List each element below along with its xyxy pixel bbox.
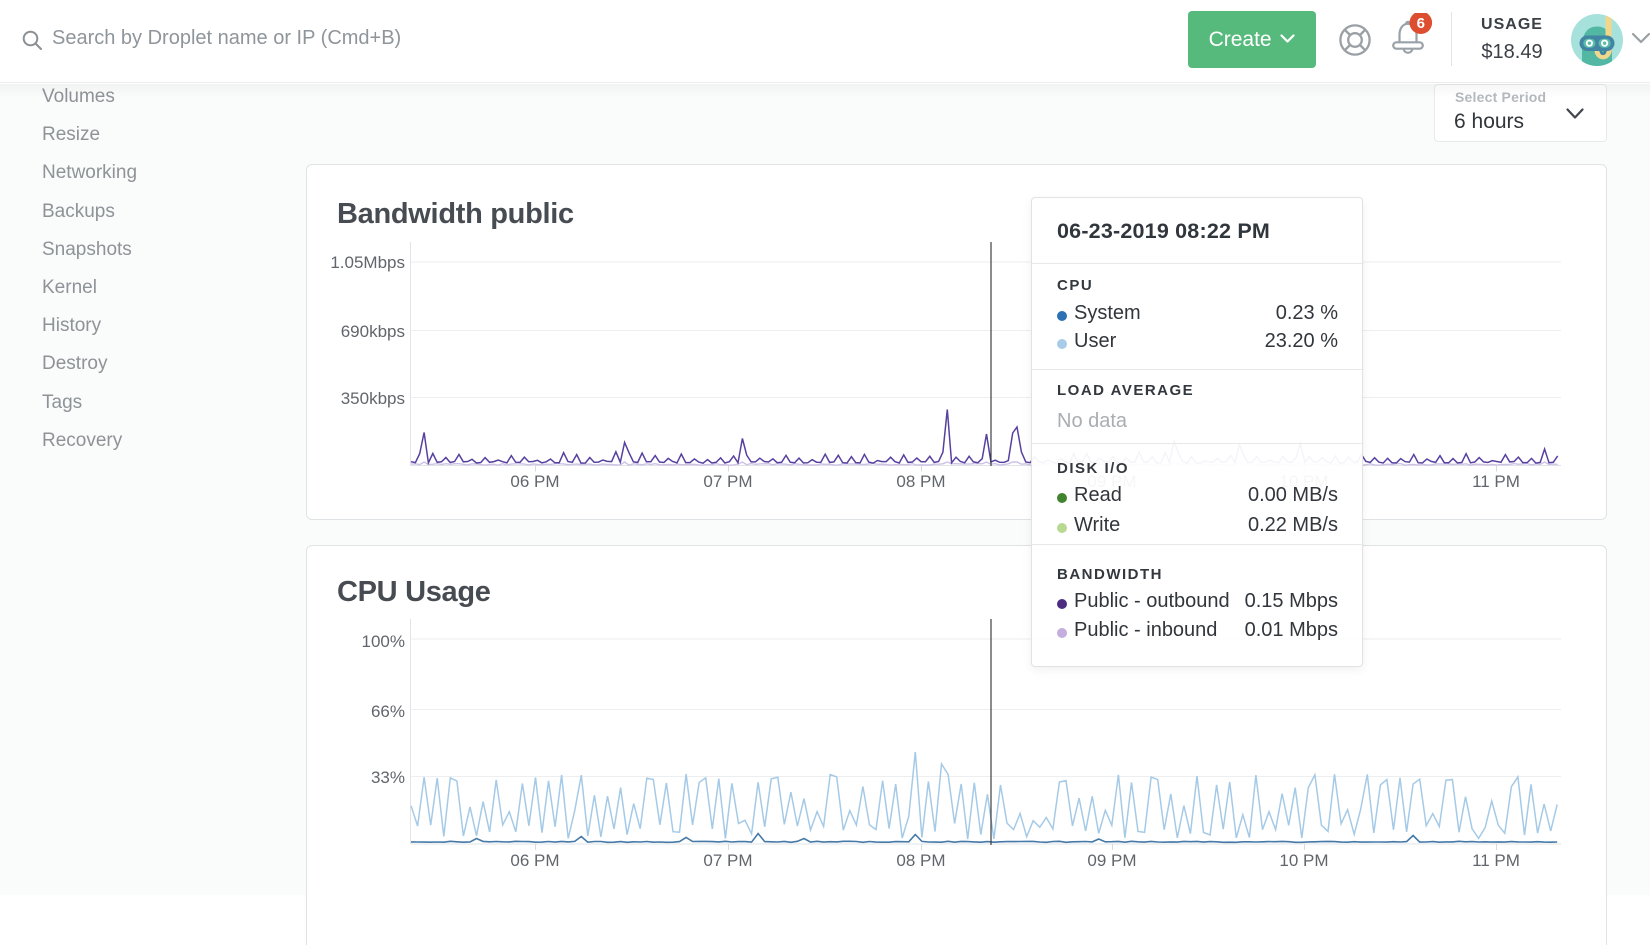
svg-text:6: 6 [1417,15,1425,32]
